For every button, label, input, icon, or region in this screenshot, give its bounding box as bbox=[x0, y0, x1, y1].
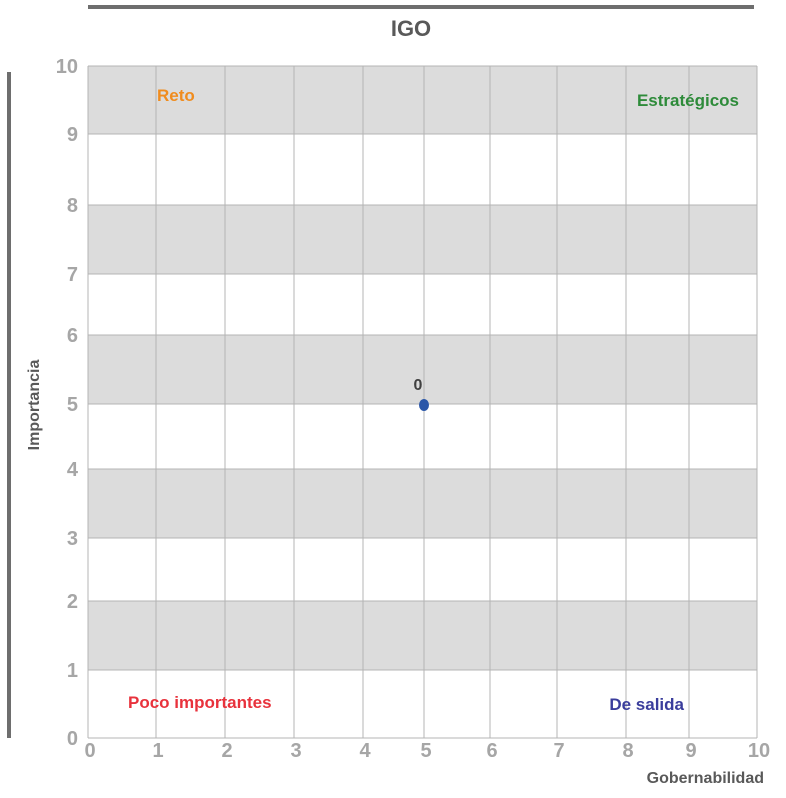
y-tick-labels: 0 1 2 3 4 5 6 7 8 9 10 bbox=[56, 56, 79, 750]
x-tick-label: 8 bbox=[622, 740, 633, 762]
gray-band bbox=[88, 469, 757, 538]
x-tick-labels: 0 1 2 3 4 5 6 7 8 9 10 bbox=[84, 740, 770, 762]
quadrant-label: Poco importantes bbox=[128, 693, 272, 712]
gray-band bbox=[88, 66, 757, 134]
x-tick-label: 10 bbox=[748, 740, 770, 762]
data-points: 0 bbox=[414, 377, 429, 411]
x-tick-label: 7 bbox=[553, 740, 564, 762]
x-tick-label: 6 bbox=[486, 740, 497, 762]
x-tick-label: 0 bbox=[84, 740, 95, 762]
gray-band bbox=[88, 205, 757, 274]
y-tick-label: 2 bbox=[67, 591, 78, 613]
x-tick-label: 2 bbox=[221, 740, 232, 762]
left-rule bbox=[7, 72, 11, 738]
quadrant-label: Reto bbox=[157, 86, 195, 105]
y-tick-label: 9 bbox=[67, 124, 78, 146]
x-tick-label: 4 bbox=[359, 740, 371, 762]
y-tick-label: 7 bbox=[67, 264, 78, 286]
x-tick-label: 9 bbox=[685, 740, 696, 762]
chart-title: IGO bbox=[390, 16, 432, 41]
y-tick-label: 1 bbox=[67, 660, 78, 682]
data-point-label: 0 bbox=[414, 377, 423, 394]
quadrant-labels: Reto Estratégicos Poco importantes De salid… bbox=[128, 86, 739, 714]
background-bands bbox=[88, 66, 757, 738]
data-point bbox=[419, 399, 429, 411]
y-tick-label: 4 bbox=[67, 459, 79, 481]
top-rule bbox=[88, 5, 754, 9]
x-axis-label: Gobernabilidad bbox=[646, 770, 764, 787]
y-tick-label: 3 bbox=[67, 528, 78, 550]
gray-band bbox=[88, 335, 757, 404]
y-tick-label: 0 bbox=[67, 728, 78, 750]
x-tick-label: 5 bbox=[420, 740, 431, 762]
quadrant-label: De salida bbox=[609, 695, 684, 714]
y-tick-label: 8 bbox=[67, 195, 78, 217]
quadrant-label: Estratégicos bbox=[637, 91, 739, 110]
x-tick-label: 3 bbox=[290, 740, 301, 762]
y-tick-label: 6 bbox=[67, 325, 78, 347]
y-tick-label: 5 bbox=[67, 394, 78, 416]
x-tick-label: 1 bbox=[152, 740, 163, 762]
y-tick-label: 10 bbox=[56, 56, 78, 78]
grid-lines bbox=[87, 65, 758, 739]
gray-band bbox=[88, 601, 757, 670]
